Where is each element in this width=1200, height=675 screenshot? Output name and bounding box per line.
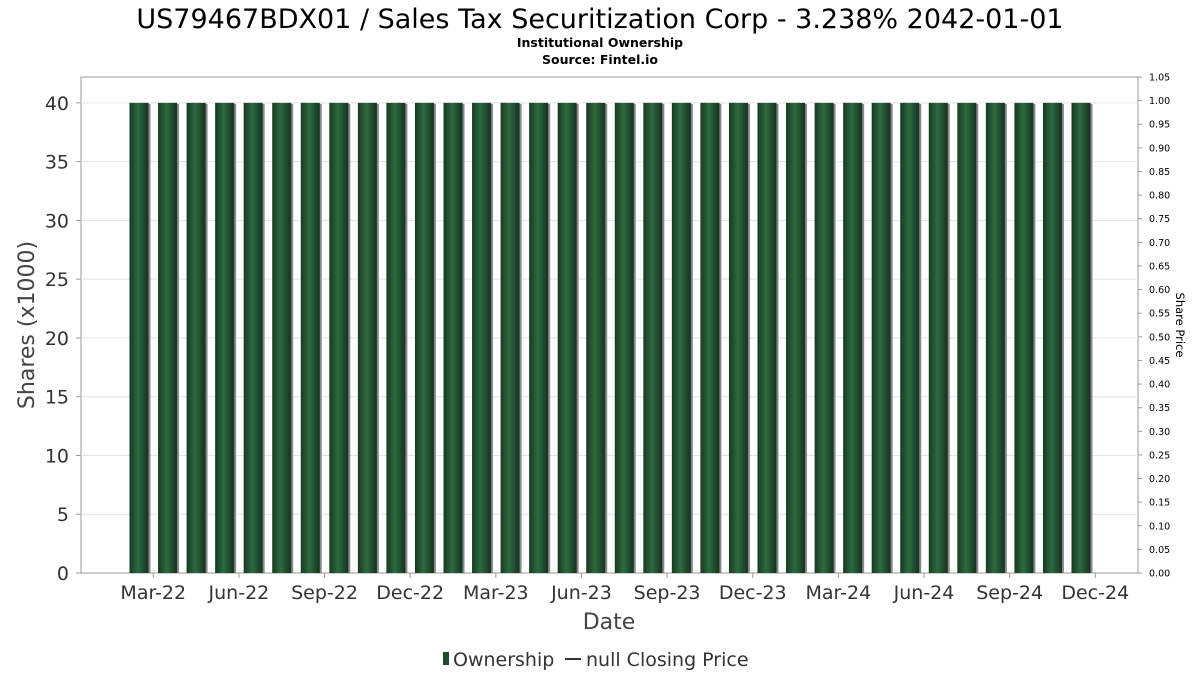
y-tick-label: 10	[45, 445, 69, 467]
legend-ownership-label: Ownership	[453, 649, 554, 671]
ownership-bar	[300, 102, 320, 573]
legend: Ownership null Closing Price	[443, 649, 749, 671]
chart-source: Source: Fintel.io	[542, 52, 658, 67]
ownership-bar	[529, 102, 549, 573]
y2-tick-label: 1.05	[1149, 73, 1170, 84]
y2-tick-label: 0.95	[1149, 120, 1170, 131]
y-tick-label: 25	[45, 269, 69, 291]
ownership-bar	[814, 102, 834, 573]
ownership-bar	[957, 102, 977, 573]
x-tick-label: Jun-23	[550, 582, 612, 604]
y2-tick-label: 0.20	[1149, 474, 1170, 485]
ownership-bar	[1071, 102, 1091, 573]
ownership-bar	[158, 102, 178, 573]
ownership-bar	[871, 102, 891, 573]
chart-title: US79467BDX01 / Sales Tax Securitization …	[136, 4, 1063, 35]
y2-tick-label: 0.75	[1149, 214, 1170, 225]
x-tick-label: Dec-23	[719, 582, 787, 604]
ownership-bar	[500, 102, 520, 573]
ownership-bar	[700, 102, 720, 573]
bars-group	[129, 102, 1093, 573]
y2-tick-label: 0.00	[1149, 569, 1170, 580]
ownership-bar	[985, 102, 1005, 573]
ownership-bar	[443, 102, 463, 573]
y-tick-label: 35	[45, 152, 69, 174]
x-tick-label: Sep-24	[976, 582, 1043, 604]
x-tick-label: Dec-24	[1061, 582, 1129, 604]
x-axis-label: Date	[583, 610, 636, 635]
ownership-bar	[843, 102, 863, 573]
ownership-bar	[671, 102, 691, 573]
ownership-bar	[900, 102, 920, 573]
y2-tick-label: 0.65	[1149, 261, 1170, 272]
ownership-bar	[643, 102, 663, 573]
ownership-bar	[329, 102, 349, 573]
y2-tick-label: 0.50	[1149, 332, 1170, 343]
y2-tick-label: 0.40	[1149, 380, 1170, 391]
ownership-bar	[386, 102, 406, 573]
y2-tick-label: 0.30	[1149, 427, 1170, 438]
plot-area	[80, 76, 1139, 574]
y-tick-label: 0	[57, 563, 69, 585]
x-tick-label: Sep-22	[291, 582, 358, 604]
legend-closing-price-label: null Closing Price	[586, 649, 749, 671]
y2-tick-label: 0.10	[1149, 521, 1170, 532]
ownership-bar	[186, 102, 206, 573]
ownership-bar	[1014, 102, 1034, 573]
y2-tick-label: 0.55	[1149, 309, 1170, 320]
y2-tick-label: 0.45	[1149, 356, 1170, 367]
ownership-bar	[414, 102, 434, 573]
x-tick-label: Sep-23	[634, 582, 701, 604]
y-tick-label: 40	[45, 93, 69, 115]
chart-subtitle: Institutional Ownership	[517, 35, 683, 50]
y2-tick-label: 0.90	[1149, 143, 1170, 154]
secondary-y-axis-label: Share Price	[1173, 293, 1187, 358]
ownership-bar	[757, 102, 777, 573]
y-tick-label: 5	[57, 504, 69, 526]
y-tick-label: 15	[45, 387, 69, 409]
ownership-bar	[272, 102, 292, 573]
x-tick-label: Mar-22	[120, 582, 186, 604]
ownership-bar	[614, 102, 634, 573]
ownership-bar	[557, 102, 577, 573]
x-tick-label: Mar-24	[806, 582, 872, 604]
ownership-bar	[472, 102, 492, 573]
ownership-bar	[786, 102, 806, 573]
y-tick-label: 20	[45, 328, 69, 350]
x-tick-label: Mar-23	[463, 582, 529, 604]
y2-tick-label: 0.25	[1149, 450, 1170, 461]
y2-tick-label: 0.35	[1149, 403, 1170, 414]
y2-tick-label: 0.05	[1149, 545, 1170, 556]
y2-tick-label: 1.00	[1149, 96, 1170, 107]
ownership-bar	[928, 102, 948, 573]
ownership-bar	[586, 102, 606, 573]
ownership-bar	[215, 102, 235, 573]
x-tick-label: Jun-24	[893, 582, 955, 604]
ownership-bar	[129, 102, 149, 573]
x-tick-label: Dec-22	[376, 582, 444, 604]
y2-tick-label: 0.60	[1149, 285, 1170, 296]
y2-tick-label: 0.15	[1149, 498, 1170, 509]
y2-tick-label: 0.80	[1149, 191, 1170, 202]
secondary-y-axis-ticks: 0.00 0.05 0.10 0.15 0.20 0.25 0.30 0.35 0.40 0.45…	[1138, 73, 1170, 580]
ownership-bar	[243, 102, 263, 573]
y2-tick-label: 0.70	[1149, 238, 1170, 249]
x-tick-label: Jun-22	[208, 582, 270, 604]
y-axis-label: Shares (x1000)	[15, 241, 40, 409]
ownership-bar	[357, 102, 377, 573]
ownership-bar	[1042, 102, 1062, 573]
y-axis-ticks: 0 5 10 15 20 25 30 35 40	[45, 93, 81, 585]
ownership-bar	[728, 102, 748, 573]
legend-ownership-swatch	[443, 652, 449, 665]
x-axis-ticks: Mar-22 Jun-22 Sep-22 Dec-22 Mar-23 Jun-23 Sep-…	[120, 573, 1129, 604]
y-tick-label: 30	[45, 210, 69, 232]
y2-tick-label: 0.85	[1149, 167, 1170, 178]
